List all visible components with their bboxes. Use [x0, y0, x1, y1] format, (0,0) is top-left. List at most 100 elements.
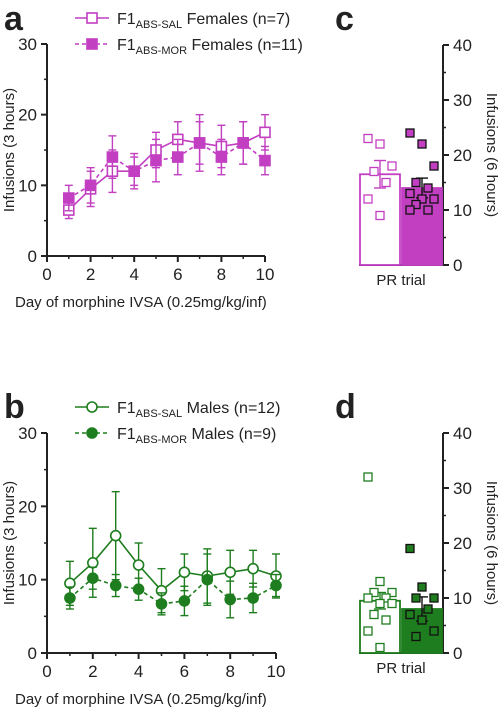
- legend-label: F1ABS-MOR Females (n=11): [117, 37, 303, 57]
- data-point: [411, 199, 421, 210]
- data-point: [155, 598, 168, 610]
- y-tick-label: 0: [453, 256, 462, 275]
- panel-letter-a: a: [4, 0, 24, 38]
- data-point: [132, 559, 145, 571]
- data-point: [417, 615, 427, 625]
- data-point: [224, 593, 236, 606]
- data-point: [87, 572, 99, 585]
- data-point: [423, 183, 433, 193]
- y-tick-label: 30: [18, 424, 37, 443]
- data-point: [417, 582, 427, 592]
- data-point: [375, 598, 385, 609]
- series-mor: [64, 553, 282, 619]
- data-point: [417, 139, 427, 149]
- x-tick-label: 10: [267, 662, 286, 681]
- data-point: [423, 205, 433, 215]
- data-point: [363, 593, 373, 603]
- x-tick-label: 0: [42, 662, 51, 681]
- y-tick-label: 20: [453, 534, 472, 553]
- series-line: [69, 534, 277, 592]
- y-tick-label: 20: [18, 497, 37, 516]
- data-point: [224, 566, 236, 579]
- data-point: [178, 595, 191, 607]
- series-mor: [62, 121, 271, 212]
- data-point: [429, 194, 439, 204]
- data-point: [375, 139, 385, 149]
- y-tick-label: 0: [28, 247, 37, 266]
- panel-letter-d: d: [335, 388, 356, 426]
- y-axis-label: Infusions (6 hours): [483, 481, 500, 605]
- data-point: [411, 631, 421, 642]
- y-tick-label: 10: [18, 571, 37, 590]
- y-tick-label: 0: [453, 644, 462, 663]
- y-tick-label: 10: [453, 201, 472, 220]
- data-point: [375, 210, 385, 221]
- data-point: [387, 587, 397, 598]
- x-tick-label: 2: [88, 662, 97, 681]
- data-point: [405, 188, 415, 199]
- y-tick-label: 40: [453, 424, 472, 443]
- data-point: [363, 626, 373, 636]
- data-point: [381, 177, 391, 188]
- bar-group-mor: [401, 128, 443, 266]
- legend-marker: [86, 401, 98, 413]
- legend-label: F1ABS-SAL Females (n=7): [117, 11, 290, 31]
- data-point: [387, 598, 397, 609]
- data-point: [369, 587, 379, 598]
- data-point: [247, 562, 259, 575]
- x-tick-label: 10: [256, 265, 275, 284]
- series-sal: [62, 113, 271, 220]
- data-point: [62, 192, 75, 204]
- y-tick-label: 10: [18, 176, 37, 195]
- y-axis-label: Infusions (6 hours): [483, 93, 500, 217]
- y-tick-label: 20: [18, 106, 37, 125]
- x-tick-label: 8: [225, 662, 234, 681]
- panel-d: d 0 10 20 30 40 Infusions (6 hours) PR trial: [335, 388, 500, 677]
- data-point: [405, 543, 415, 554]
- y-tick-label: 10: [453, 589, 472, 608]
- legend-item: F1ABS-MOR Males (n=9): [75, 426, 276, 446]
- x-tick-label: 8: [217, 265, 226, 284]
- data-point: [84, 179, 97, 192]
- y-tick-label: 40: [453, 36, 472, 55]
- legend-marker: [86, 38, 98, 50]
- y-axis-label: Infusions (3 hours): [1, 88, 18, 212]
- data-point: [270, 579, 282, 592]
- data-point: [405, 128, 415, 138]
- legend-marker: [86, 12, 98, 24]
- series-line: [68, 141, 266, 199]
- data-point: [201, 573, 214, 586]
- panel-letter-b: b: [4, 388, 25, 426]
- data-point: [363, 133, 373, 144]
- data-point: [87, 556, 99, 569]
- data-point: [106, 151, 119, 163]
- data-point: [150, 154, 162, 167]
- data-point: [429, 161, 439, 171]
- category-label: PR trial: [376, 660, 425, 677]
- y-tick-label: 20: [453, 146, 472, 165]
- x-axis-label: Day of morphine IVSA (0.25mg/kg/inf): [15, 294, 267, 311]
- data-point: [381, 593, 391, 603]
- data-point: [369, 609, 379, 620]
- category-label: PR trial: [376, 272, 425, 289]
- data-point: [363, 194, 373, 204]
- legend-item: F1ABS-SAL Females (n=7): [75, 11, 290, 31]
- series-line: [69, 577, 277, 605]
- data-point: [109, 529, 122, 542]
- data-point: [247, 592, 259, 604]
- data-point: [369, 166, 379, 177]
- bar-group-sal: [359, 472, 401, 654]
- x-axis-label: Day of morphine IVSA (0.25mg/kg/inf): [15, 691, 267, 708]
- panel-letter-c: c: [335, 0, 354, 38]
- legend-marker: [86, 427, 98, 439]
- data-point: [381, 615, 391, 625]
- data-point: [259, 126, 271, 139]
- bar-group-sal: [359, 133, 401, 266]
- x-tick-label: 4: [134, 662, 143, 681]
- data-point: [178, 566, 191, 579]
- bar-group-mor: [401, 543, 443, 654]
- data-point: [405, 609, 415, 620]
